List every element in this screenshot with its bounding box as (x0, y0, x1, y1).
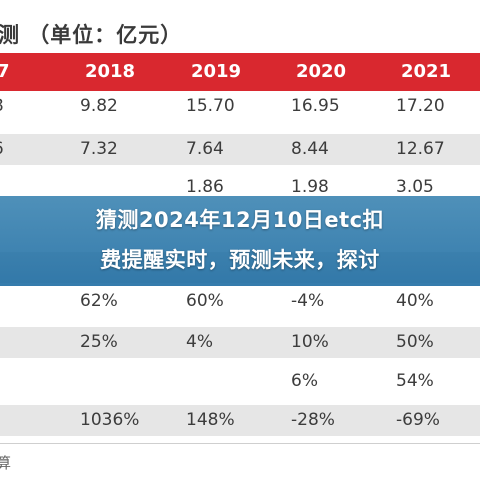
table-row: 66 7.32 7.64 8.44 12.67 (0, 134, 480, 165)
table-header-row: 17 2018 2019 2020 2021 (0, 53, 480, 91)
table-row: 08 9.82 15.70 16.95 17.20 (0, 91, 480, 122)
table-cell: 1.86 (186, 177, 224, 197)
table-bottom-divider (0, 443, 480, 444)
table-cell: -69% (396, 410, 440, 430)
table-cell: 60% (186, 291, 224, 311)
source-note: 算 (0, 454, 12, 472)
header-year-2021: 2021 (400, 61, 452, 82)
table-cell: 16.95 (291, 96, 340, 116)
table-row: 25% 4% 10% 50% (0, 327, 480, 358)
header-year-2018: 2018 (84, 61, 136, 82)
table-cell: 12.67 (396, 139, 445, 159)
table-cell: 10% (291, 332, 329, 352)
table-row: 6% 54% (0, 366, 480, 397)
headline-banner[interactable]: 猜测2024年12月10日etc扣 费提醒实时，预测未来，探讨 (0, 196, 480, 286)
table-row: 1036% 148% -28% -69% (0, 405, 480, 436)
table-cell: 7.64 (186, 139, 224, 159)
table-cell: 7.32 (80, 139, 118, 159)
table-cell: 54% (396, 371, 434, 391)
table-cell (0, 405, 32, 436)
table-row: 62% 60% -4% 40% (0, 286, 480, 317)
headline-line-2[interactable]: 费提醒实时，预测未来，探讨 (100, 248, 380, 272)
table-cell: -28% (291, 410, 335, 430)
table-cell: 6% (291, 371, 318, 391)
table-cell: 40% (396, 291, 434, 311)
table-cell: 62% (80, 291, 118, 311)
table-cell: 08 (0, 91, 32, 122)
header-year-2017: 17 (0, 61, 10, 82)
table-cell: -4% (291, 291, 325, 311)
headline-line-1[interactable]: 猜测2024年12月10日etc扣 (95, 208, 385, 232)
table-cell: 9.82 (80, 96, 118, 116)
table-cell: 3.05 (396, 177, 434, 197)
table-cell: 8.44 (291, 139, 329, 159)
table-cell: 25% (80, 332, 118, 352)
table-cell (0, 286, 32, 317)
table-cell: 4% (186, 332, 213, 352)
table-cell: 148% (186, 410, 235, 430)
table-title: 测 （单位：亿元） (0, 23, 183, 47)
header-year-2019: 2019 (190, 61, 242, 82)
table-cell: 66 (0, 134, 32, 165)
table-cell: 15.70 (186, 96, 235, 116)
table-cell: 17.20 (396, 96, 445, 116)
table-cell (0, 366, 32, 397)
header-year-2020: 2020 (295, 61, 347, 82)
table-row: 1.86 1.98 3.05 (0, 172, 480, 203)
table-cell (0, 327, 32, 358)
table-cell: 1036% (80, 410, 140, 430)
table-cell: 1.98 (291, 177, 329, 197)
table-cell: 50% (396, 332, 434, 352)
